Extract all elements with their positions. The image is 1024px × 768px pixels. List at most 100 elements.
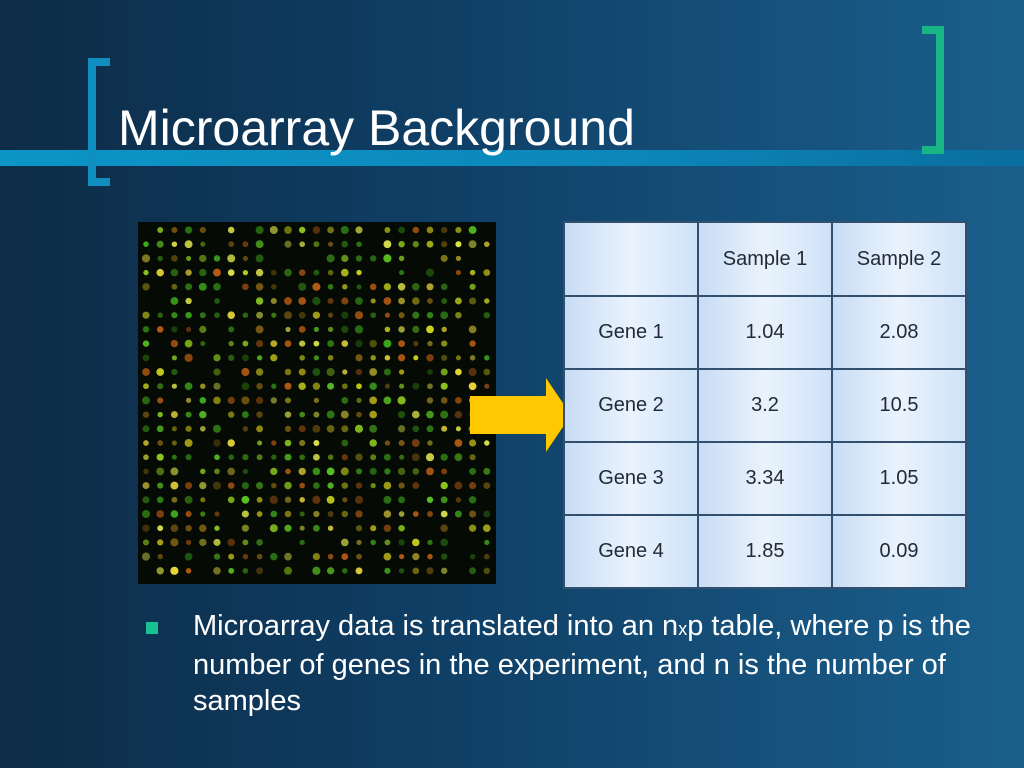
microarray-spot <box>411 453 420 462</box>
microarray-spot <box>369 283 377 291</box>
microarray-spot <box>256 311 264 319</box>
microarray-spot <box>184 226 193 234</box>
microarray-spot <box>468 367 477 377</box>
microarray-spot <box>313 340 320 347</box>
microarray-spot <box>354 325 364 334</box>
microarray-spot <box>484 355 490 361</box>
microarray-spot <box>412 425 420 433</box>
microarray-spot <box>284 566 292 575</box>
microarray-spot <box>426 311 434 319</box>
microarray-spot <box>241 411 249 419</box>
microarray-spot <box>227 496 235 504</box>
microarray-spot <box>398 496 406 504</box>
microarray-spot <box>469 482 477 490</box>
microarray-spot <box>398 568 405 574</box>
microarray-spot <box>328 312 334 318</box>
microarray-spot <box>340 226 349 234</box>
microarray-spot <box>327 553 334 560</box>
microarray-spot <box>213 396 221 405</box>
microarray-spot <box>440 538 449 547</box>
microarray-spot <box>270 397 277 404</box>
microarray-spot <box>483 368 491 376</box>
microarray-spot <box>242 255 248 261</box>
microarray-spot <box>185 425 192 432</box>
microarray-spot <box>199 254 207 263</box>
microarray-spot <box>398 312 405 319</box>
microarray-spot <box>156 368 165 376</box>
microarray-spot <box>227 482 235 489</box>
microarray-spot <box>370 454 377 461</box>
microarray-spot <box>198 282 207 291</box>
microarray-spot <box>441 298 448 304</box>
microarray-spot <box>157 383 164 390</box>
microarray-spot <box>469 269 476 276</box>
microarray-spot <box>398 439 405 447</box>
microarray-spot <box>312 282 321 291</box>
microarray-spot <box>440 254 448 262</box>
microarray-spot <box>441 354 448 361</box>
microarray-spot <box>156 567 164 575</box>
microarray-spot <box>213 566 221 575</box>
microarray-spot <box>185 482 193 490</box>
table-cell: 10.5 <box>831 368 967 443</box>
microarray-spot <box>284 411 292 418</box>
microarray-spot <box>199 538 207 547</box>
microarray-spot <box>170 481 179 490</box>
microarray-spot <box>255 396 264 405</box>
bullet-square-icon <box>146 622 158 634</box>
microarray-spot <box>242 312 249 318</box>
microarray-spot <box>299 539 305 546</box>
microarray-spot <box>298 297 307 305</box>
microarray-spot <box>156 510 165 518</box>
microarray-spot <box>256 382 263 390</box>
table-row: Gene 3 3.34 1.05 <box>563 441 967 516</box>
microarray-spot <box>469 439 477 447</box>
microarray-spot <box>269 524 278 533</box>
microarray-spot <box>355 510 363 518</box>
microarray-spot <box>185 269 192 276</box>
microarray-spot <box>440 311 449 320</box>
microarray-spot <box>228 454 234 460</box>
microarray-spot <box>242 269 249 276</box>
microarray-spot <box>369 382 377 390</box>
microarray-spot <box>242 241 249 248</box>
microarray-spot <box>199 410 207 419</box>
microarray-spot <box>427 383 433 390</box>
microarray-spot <box>255 282 264 291</box>
microarray-spot <box>171 326 178 333</box>
microarray-spot <box>214 468 220 475</box>
microarray-spot <box>327 297 334 305</box>
microarray-spot <box>200 511 206 517</box>
microarray-spot <box>454 453 463 462</box>
microarray-spot <box>157 411 163 418</box>
microarray-spot <box>256 454 263 461</box>
microarray-spot <box>255 368 264 376</box>
microarray-spot <box>370 255 377 262</box>
microarray-spot <box>355 354 363 362</box>
microarray-spot <box>455 311 462 319</box>
microarray-spot <box>256 425 264 433</box>
microarray-spot <box>383 339 392 348</box>
microarray-spot <box>312 552 321 561</box>
table-row: Gene 2 3.2 10.5 <box>563 368 967 443</box>
microarray-spot <box>186 326 192 332</box>
microarray-spot <box>299 454 306 461</box>
microarray-spot <box>440 397 448 404</box>
microarray-spot <box>299 411 306 418</box>
microarray-spot <box>483 553 490 560</box>
microarray-spot <box>242 454 249 461</box>
microarray-spot <box>340 467 349 476</box>
microarray-spot <box>312 424 321 433</box>
microarray-spot <box>426 425 434 433</box>
microarray-spot <box>398 340 406 348</box>
microarray-spot <box>157 440 164 446</box>
table-cell: 0.09 <box>831 514 967 589</box>
microarray-spot <box>484 298 490 304</box>
microarray-spot <box>411 282 420 291</box>
microarray-spot <box>412 538 420 547</box>
microarray-spot <box>141 552 151 561</box>
microarray-spot <box>327 226 335 234</box>
microarray-spot <box>369 439 377 447</box>
microarray-spot <box>214 525 220 531</box>
